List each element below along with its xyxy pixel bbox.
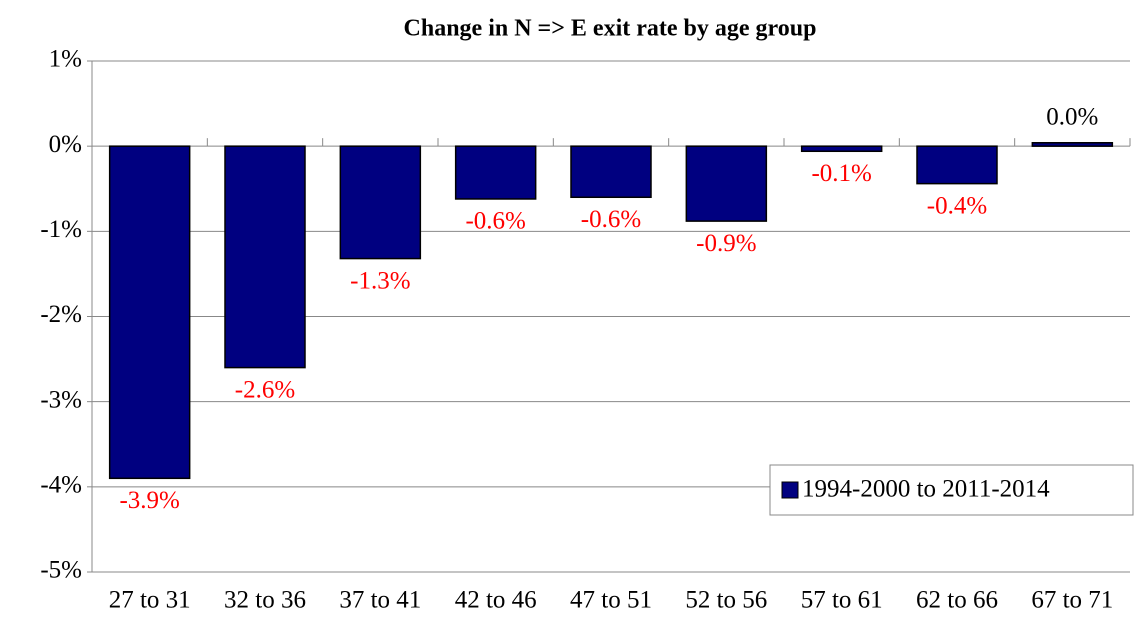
x-tick-label: 57 to 61 xyxy=(801,587,883,614)
bar xyxy=(108,145,191,480)
x-tick-label: 32 to 36 xyxy=(224,587,306,614)
value-label: -0.9% xyxy=(696,230,756,257)
legend-box xyxy=(769,464,1134,516)
x-tick-label: 27 to 31 xyxy=(109,587,191,614)
chart-title: Change in N => E exit rate by age group xyxy=(404,16,817,42)
x-tick-label: 42 to 46 xyxy=(455,587,537,614)
value-label: -0.1% xyxy=(811,160,871,187)
bar xyxy=(454,145,537,200)
bar xyxy=(224,145,306,369)
bar xyxy=(916,145,998,185)
y-tick-label: 1% xyxy=(49,46,82,73)
y-tick-label: -1% xyxy=(40,216,82,243)
y-tick-label: -2% xyxy=(40,301,82,328)
legend-swatch xyxy=(781,481,799,499)
value-label: -1.3% xyxy=(350,267,410,294)
x-tick-label: 62 to 66 xyxy=(916,587,998,614)
x-tick-label: 37 to 41 xyxy=(339,587,421,614)
bar xyxy=(800,145,883,153)
value-label: -2.6% xyxy=(235,376,295,403)
y-tick-label: -3% xyxy=(40,386,82,413)
value-label: -0.6% xyxy=(581,206,641,233)
y-tick-label: -4% xyxy=(40,472,82,499)
x-tick-label: 67 to 71 xyxy=(1031,587,1113,614)
value-label: 0.0% xyxy=(1046,103,1098,130)
bar xyxy=(685,145,768,222)
bar xyxy=(339,145,422,260)
x-tick-label: 47 to 51 xyxy=(570,587,652,614)
y-tick-label: 0% xyxy=(49,131,82,158)
x-tick-label: 52 to 56 xyxy=(685,587,767,614)
value-label: -0.4% xyxy=(927,192,987,219)
bar xyxy=(1031,142,1114,147)
value-label: -0.6% xyxy=(465,208,525,235)
y-tick-label: -5% xyxy=(40,557,82,584)
bar xyxy=(570,145,652,199)
legend-label: 1994-2000 to 2011-2014 xyxy=(802,476,1050,503)
value-label: -3.9% xyxy=(119,487,179,514)
